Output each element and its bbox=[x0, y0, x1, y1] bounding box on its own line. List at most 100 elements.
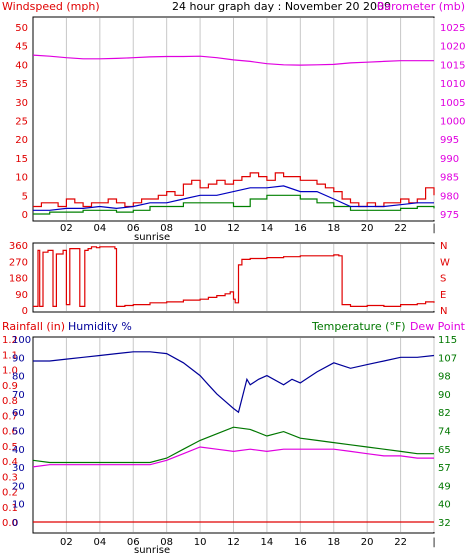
compass-tick-label: N bbox=[440, 306, 447, 317]
x-tick-label: 20 bbox=[361, 223, 374, 234]
barometer-tick-label: 1005 bbox=[440, 98, 465, 109]
temperature-axis-label: Temperature (°F) bbox=[311, 320, 406, 333]
x-tick-label: 16 bbox=[294, 537, 307, 548]
humidity-tick-label: 30 bbox=[12, 463, 25, 474]
rainfall-tick-label: 0.1 bbox=[2, 503, 18, 514]
rainfall-tick-label: 0.7 bbox=[2, 411, 18, 422]
rainfall-tick-label: 0.2 bbox=[2, 488, 18, 499]
x-tick-label: 08 bbox=[160, 223, 173, 234]
x-tick-label: 22 bbox=[394, 223, 407, 234]
rainfall-tick-label: 0.6 bbox=[2, 427, 18, 438]
dewpoint-axis-label: Dew Point bbox=[410, 320, 466, 333]
rainfall-tick-label: 0.0 bbox=[2, 518, 18, 529]
x-tick-label: 06 bbox=[127, 537, 140, 548]
x-tick-label: 18 bbox=[327, 537, 340, 548]
panel-humidity-x-ticks: 02 04 06 08 10 12 14 16 18 20 22 | bbox=[60, 537, 436, 548]
barometer-tick-label: 975 bbox=[440, 210, 459, 221]
x-tick-label: | bbox=[432, 537, 435, 548]
x-tick-label: 04 bbox=[93, 537, 106, 548]
panel-wind-x-ticks: 02 04 06 08 10 12 14 16 18 20 22 | bbox=[60, 223, 436, 234]
humidity-tick-label: 90 bbox=[12, 353, 25, 364]
panel-rainfall-ticks: 1.2 1.1 1.0 0.9 0.8 0.7 0.6 0.5 0.4 0.3 0.2 0.1 0.0 bbox=[2, 335, 18, 529]
windspeed-tick-label: 20 bbox=[15, 135, 28, 146]
barometer-axis-label: Barometer (mb) bbox=[377, 0, 465, 13]
barometer-tick-label: 1025 bbox=[440, 23, 465, 34]
windspeed-axis-label: Windspeed (mph) bbox=[2, 0, 100, 13]
panel-humidity-temperature: Rainfall (in) Humidity % Temperature (°F… bbox=[2, 320, 466, 556]
direction-tick-label: 270 bbox=[9, 257, 28, 268]
panel-wind-barometer: Windspeed (mph) 24 hour graph day : Nove… bbox=[2, 0, 465, 243]
rainfall-tick-label: 0.9 bbox=[2, 381, 18, 392]
x-tick-label: 12 bbox=[227, 537, 240, 548]
x-tick-label: 14 bbox=[261, 537, 274, 548]
wind-low-line bbox=[33, 194, 435, 215]
barometer-tick-label: 995 bbox=[440, 135, 459, 146]
rainfall-tick-label: 1.0 bbox=[2, 366, 18, 377]
direction-tick-label: 360 bbox=[9, 241, 28, 252]
rainfall-axis-label: Rainfall (in) bbox=[2, 320, 65, 333]
x-tick-label: 18 bbox=[327, 223, 340, 234]
x-tick-label: 22 bbox=[394, 537, 407, 548]
compass-tick-label: E bbox=[440, 290, 446, 301]
direction-tick-label: 180 bbox=[9, 274, 28, 285]
panel-wind-gridlines bbox=[65, 18, 435, 220]
sunrise-label-top: sunrise bbox=[134, 232, 170, 243]
x-tick-label: 20 bbox=[361, 537, 374, 548]
temperature-tick-label: 82 bbox=[438, 408, 451, 419]
panel-humidity-series bbox=[32, 351, 435, 523]
panel-temperature-ticks: 115 107 98 90 82 74 65 57 49 40 32 bbox=[438, 335, 457, 529]
temperature-tick-label: 90 bbox=[438, 390, 451, 401]
barometer-tick-label: 1010 bbox=[440, 79, 465, 90]
windspeed-tick-label: 35 bbox=[15, 79, 28, 90]
panel-direction-left-ticks: 360 270 180 90 0 bbox=[9, 241, 28, 317]
windspeed-tick-label: 45 bbox=[15, 42, 28, 53]
temperature-line bbox=[32, 426, 434, 464]
windspeed-tick-label: 5 bbox=[22, 191, 28, 202]
x-tick-label: 02 bbox=[60, 537, 73, 548]
humidity-line bbox=[33, 351, 435, 414]
direction-tick-label: 0 bbox=[22, 306, 28, 317]
humidity-tick-label: 100 bbox=[12, 335, 31, 346]
wind-direction-line bbox=[33, 246, 435, 307]
x-tick-label: 16 bbox=[294, 223, 307, 234]
panel-wind-right-ticks: 1025 1020 1015 1010 1005 1000 995 990 985 980 975 bbox=[440, 23, 465, 221]
temperature-tick-label: 98 bbox=[438, 372, 451, 383]
x-tick-label: | bbox=[432, 223, 435, 234]
compass-tick-label: N bbox=[440, 241, 447, 252]
windspeed-line bbox=[33, 172, 435, 208]
rainfall-tick-label: 0.3 bbox=[2, 472, 18, 483]
humidity-tick-label: 50 bbox=[12, 427, 25, 438]
temperature-tick-label: 49 bbox=[438, 481, 451, 492]
windspeed-tick-label: 25 bbox=[15, 117, 28, 128]
rainfall-tick-label: 0.5 bbox=[2, 442, 18, 453]
rainfall-tick-label: 1.2 bbox=[2, 335, 18, 346]
humidity-tick-label: 70 bbox=[12, 390, 25, 401]
x-tick-label: 14 bbox=[261, 223, 274, 234]
barometer-tick-label: 1000 bbox=[440, 117, 465, 128]
rainfall-tick-label: 0.8 bbox=[2, 396, 18, 407]
barometer-tick-label: 1020 bbox=[440, 42, 465, 53]
windspeed-tick-label: 50 bbox=[15, 23, 28, 34]
x-tick-label: 08 bbox=[160, 537, 173, 548]
wind-average-line bbox=[33, 185, 434, 211]
humidity-tick-label: 80 bbox=[12, 372, 25, 383]
panel-wind-series bbox=[32, 54, 435, 215]
temperature-tick-label: 40 bbox=[438, 500, 451, 511]
windspeed-tick-label: 10 bbox=[15, 173, 28, 184]
x-tick-label: 10 bbox=[194, 223, 207, 234]
windspeed-tick-label: 0 bbox=[22, 210, 28, 221]
x-tick-label: 04 bbox=[93, 223, 106, 234]
humidity-tick-label: 20 bbox=[12, 481, 25, 492]
panel-humidity-gridlines bbox=[65, 338, 435, 532]
sunrise-label-bottom: sunrise bbox=[134, 545, 170, 556]
x-tick-label: 10 bbox=[194, 537, 207, 548]
humidity-axis-label: Humidity % bbox=[68, 320, 132, 333]
humidity-tick-label: 0 bbox=[12, 518, 18, 529]
panel-direction-series bbox=[33, 246, 435, 307]
humidity-tick-label: 40 bbox=[12, 445, 25, 456]
windspeed-tick-label: 40 bbox=[15, 60, 28, 71]
